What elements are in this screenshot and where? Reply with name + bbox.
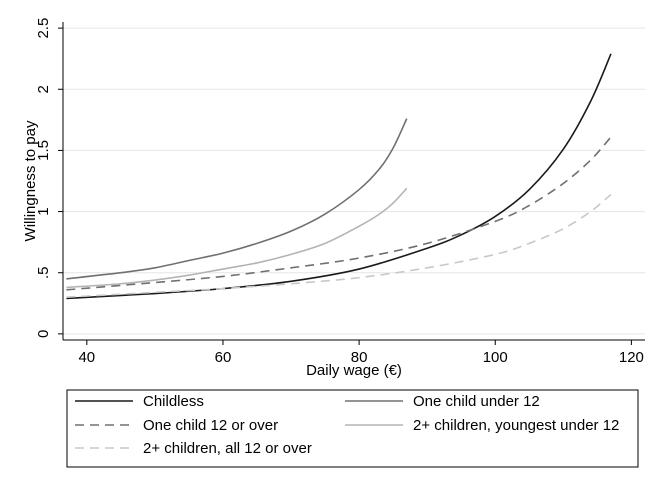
plot-background [63,22,645,340]
y-axis-label: Willingness to pay [22,120,39,241]
legend-entry: 2+ children, all 12 or over [75,440,312,457]
x-axis-label: Daily wage (€) [306,362,402,379]
x-tick-label: 40 [78,349,95,366]
y-tick-label: .5 [35,266,52,279]
series-line [66,136,612,291]
y-tick-label: 1 [35,207,52,215]
series-line [66,118,408,280]
legend-entry: Childless [75,393,204,410]
x-tick-label: 100 [483,349,508,366]
x-tick-label: 60 [215,349,232,366]
y-tick-label: 2.5 [35,18,52,39]
y-tick-label: 1.5 [35,140,52,161]
legend: Childless One child under 12 One child 12 … [66,389,639,468]
legend-entry: One child under 12 [345,393,540,410]
legend-entry: One child 12 or over [75,417,278,434]
series-layer [66,53,612,300]
grid-lines [63,27,645,335]
legend-label: One child under 12 [413,393,540,410]
y-ticks: 0 .5 1 1.5 2 2.5 [35,18,63,338]
series-line [66,187,408,289]
legend-label: Childless [143,393,204,410]
y-tick-label: 2 [35,85,52,93]
legend-label: 2+ children, youngest under 12 [413,417,619,434]
x-tick-label: 120 [619,349,644,366]
legend-entry: 2+ children, youngest under 12 [345,417,619,434]
legend-box [66,389,639,468]
x-ticks: 40 60 80 100 120 [78,340,644,366]
axes [62,22,645,341]
x-tick-label: 80 [351,349,368,366]
series-line [66,193,612,298]
y-tick-label: 0 [35,330,52,338]
legend-label: One child 12 or over [143,417,278,434]
legend-label: 2+ children, all 12 or over [143,440,312,457]
